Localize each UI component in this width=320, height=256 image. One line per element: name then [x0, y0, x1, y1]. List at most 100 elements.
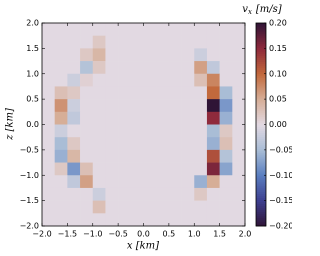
heat-cell	[143, 149, 157, 163]
colorbar-segment	[256, 73, 266, 77]
heat-cell	[181, 111, 195, 125]
colorbar-segment	[256, 126, 266, 129]
heat-cell	[156, 61, 170, 75]
heat-cell	[143, 61, 157, 75]
heat-cell	[194, 137, 208, 151]
heat-cell	[92, 162, 106, 176]
heat-cell	[156, 187, 170, 201]
colorbar-segment	[256, 159, 266, 162]
heat-cell	[219, 73, 233, 87]
heat-cell	[194, 111, 208, 125]
heat-cell	[105, 200, 119, 214]
heat-cell	[194, 124, 208, 138]
heat-cell	[206, 73, 220, 87]
heat-cell	[105, 137, 119, 151]
heat-cell	[92, 99, 106, 113]
heat-cell	[181, 137, 195, 151]
heat-cell	[206, 124, 220, 138]
colorbar-segment	[256, 140, 266, 144]
heat-cell	[156, 162, 170, 176]
heat-cell	[156, 111, 170, 125]
heat-cell	[232, 200, 246, 214]
heat-cell	[130, 35, 144, 49]
y-tick-label: 0.5	[26, 95, 39, 104]
heat-cell	[219, 124, 233, 138]
heat-cell	[67, 35, 81, 49]
colorbar-segment	[256, 209, 266, 213]
heat-cell	[194, 175, 208, 189]
heat-cell	[80, 175, 94, 189]
heat-cell	[168, 99, 182, 113]
heat-cell	[143, 162, 157, 176]
heat-cell	[80, 137, 94, 151]
heat-cell	[67, 23, 81, 36]
heat-cell	[232, 162, 246, 176]
heat-cell	[54, 149, 68, 163]
heat-cell	[143, 35, 157, 49]
colorbar-segment	[256, 207, 266, 211]
heat-cell	[206, 200, 220, 214]
heat-cell	[143, 175, 157, 189]
heat-cell	[168, 23, 182, 36]
heat-cell	[92, 86, 106, 100]
heat-cell	[42, 175, 55, 189]
colorbar-segment	[256, 94, 266, 97]
colorbar-segment	[256, 124, 266, 127]
heat-cell	[156, 86, 170, 100]
heat-cell	[92, 213, 106, 227]
heat-cell	[105, 213, 119, 227]
heat-cell	[92, 149, 106, 163]
heat-cell	[118, 48, 132, 62]
heat-cell	[143, 200, 157, 214]
heat-cell	[181, 175, 195, 189]
heat-cell	[105, 99, 119, 113]
heat-cell	[92, 48, 106, 62]
colorbar-segment	[256, 167, 266, 170]
heat-cell	[232, 61, 246, 75]
heat-cell	[219, 61, 233, 75]
heat-cell	[206, 162, 220, 176]
heat-cell	[219, 187, 233, 201]
heat-cell	[54, 213, 68, 227]
heat-cell	[105, 73, 119, 87]
heat-cell	[156, 99, 170, 113]
heat-cell	[156, 48, 170, 62]
colorbar-segment	[256, 150, 266, 154]
heat-cell	[54, 111, 68, 125]
colorbar-segment	[256, 47, 266, 50]
x-tick-label: −2.0	[32, 230, 51, 239]
heat-cell	[168, 61, 182, 75]
colorbar-segment	[256, 173, 266, 176]
heat-cell	[92, 61, 106, 75]
heat-cell	[80, 73, 94, 87]
heat-cell	[130, 99, 144, 113]
heat-cell	[42, 200, 55, 214]
heat-cell	[219, 111, 233, 125]
heat-cell	[130, 137, 144, 151]
heat-cell	[143, 124, 157, 138]
heat-cell	[92, 175, 106, 189]
x-tick-label: −1.0	[83, 230, 102, 239]
x-axis-label: x [km]	[127, 241, 159, 252]
heat-cell	[67, 61, 81, 75]
colorbar-tick-label: −0.10	[269, 171, 292, 180]
heat-cell	[156, 149, 170, 163]
heat-cell	[181, 99, 195, 113]
heat-cell	[168, 111, 182, 125]
chart: x [km] z [km] vx [m/s] −2.0 −1.5 −1.0 −0.5 0.…	[5, 4, 293, 252]
y-tick-label: −1.0	[20, 171, 39, 180]
heat-cell	[168, 149, 182, 163]
heat-cell	[130, 200, 144, 214]
heat-cell	[194, 86, 208, 100]
colorbar-segment	[256, 69, 266, 73]
heat-cell	[219, 99, 233, 113]
heat-cell	[130, 149, 144, 163]
colorbar-segment	[256, 120, 266, 123]
colorbar-tick-label: 0.15	[269, 44, 287, 53]
heat-cell	[143, 213, 157, 227]
heat-cell	[118, 35, 132, 49]
heat-cell	[232, 48, 246, 62]
colorbar-segment	[256, 87, 266, 91]
colorbar-segment	[256, 181, 266, 184]
heat-cell	[80, 111, 94, 125]
